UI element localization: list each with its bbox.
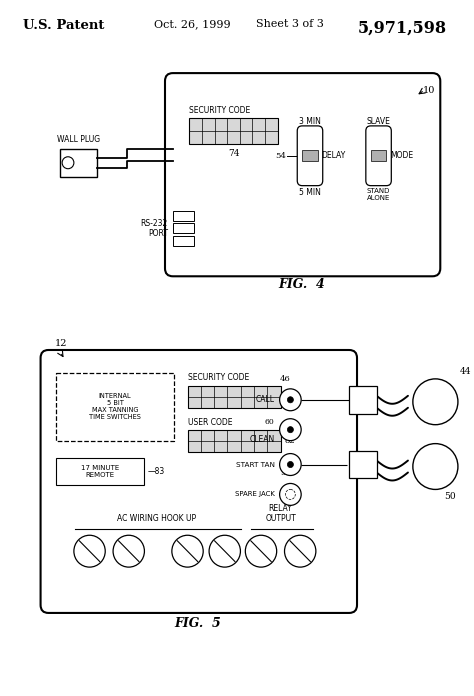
Circle shape (413, 443, 458, 489)
FancyBboxPatch shape (41, 350, 357, 613)
Bar (56, 373, 174, 441)
Bar (371, 150, 386, 161)
Text: USER CODE: USER CODE (188, 418, 232, 427)
Circle shape (280, 484, 301, 505)
Circle shape (287, 461, 293, 468)
Text: 5 MIN: 5 MIN (299, 188, 321, 197)
Text: RS-232
PORT: RS-232 PORT (141, 219, 168, 238)
Bar (188, 386, 281, 408)
Text: MODE: MODE (390, 151, 413, 160)
Text: SECURITY CODE: SECURITY CODE (190, 106, 251, 115)
Circle shape (62, 157, 74, 168)
Bar (349, 450, 377, 478)
Text: 17 MINUTE
REMOTE: 17 MINUTE REMOTE (81, 465, 119, 478)
Text: CALL: CALL (255, 395, 275, 404)
FancyBboxPatch shape (165, 73, 440, 276)
Text: SPARE JACK: SPARE JACK (235, 491, 275, 498)
Bar (302, 150, 318, 161)
Circle shape (280, 419, 301, 441)
Bar (173, 211, 194, 221)
Text: 54: 54 (275, 152, 286, 160)
Circle shape (172, 535, 203, 567)
Circle shape (280, 389, 301, 411)
Text: 60: 60 (265, 418, 275, 426)
Circle shape (284, 535, 316, 567)
Text: START
TAN: START TAN (423, 460, 448, 473)
Text: 12: 12 (55, 339, 68, 348)
Circle shape (74, 535, 105, 567)
Text: Sheet 3 of 3: Sheet 3 of 3 (256, 19, 324, 29)
Text: SECURITY CODE: SECURITY CODE (188, 373, 249, 382)
Text: 44: 44 (460, 367, 471, 376)
Text: AC WIRING HOOK UP: AC WIRING HOOK UP (117, 514, 196, 523)
Text: 46: 46 (280, 375, 291, 383)
Bar (190, 118, 278, 144)
FancyBboxPatch shape (297, 126, 323, 186)
Bar (56, 457, 145, 485)
Circle shape (287, 427, 293, 433)
FancyBboxPatch shape (366, 126, 392, 186)
Text: 51: 51 (280, 470, 291, 477)
Text: 50: 50 (444, 493, 456, 501)
Bar (173, 237, 194, 246)
Bar (349, 386, 377, 413)
Text: CLEAN: CLEAN (249, 435, 275, 443)
Bar (188, 429, 281, 452)
Text: 5,971,598: 5,971,598 (358, 19, 447, 36)
Text: —83: —83 (147, 467, 164, 476)
Circle shape (285, 489, 295, 500)
Bar (60, 149, 97, 177)
Text: FIG.  5: FIG. 5 (174, 617, 221, 630)
Circle shape (287, 397, 293, 403)
Circle shape (280, 454, 301, 475)
Text: DELAY: DELAY (321, 151, 345, 160)
Text: CALL: CALL (425, 397, 446, 406)
Text: STAND
ALONE: STAND ALONE (367, 188, 390, 200)
Text: WALL PLUG: WALL PLUG (57, 135, 100, 144)
Bar (173, 223, 194, 233)
Text: 10: 10 (423, 86, 435, 95)
Text: 74: 74 (228, 149, 239, 158)
Circle shape (413, 379, 458, 425)
Text: SLAVE: SLAVE (366, 117, 391, 126)
Text: RELAY
OUTPUT: RELAY OUTPUT (265, 504, 296, 523)
Text: Oct. 26, 1999: Oct. 26, 1999 (154, 19, 231, 29)
Text: FIG.  4: FIG. 4 (279, 278, 326, 292)
Text: 76: 76 (284, 393, 295, 401)
Circle shape (209, 535, 240, 567)
Text: U.S. Patent: U.S. Patent (23, 19, 104, 32)
Circle shape (246, 535, 277, 567)
Text: INTERNAL
5 BIT
MAX TANNING
TIME SWITCHES: INTERNAL 5 BIT MAX TANNING TIME SWITCHES (89, 393, 141, 420)
Text: 3 MIN: 3 MIN (299, 117, 321, 126)
Text: START TAN: START TAN (236, 461, 275, 468)
Circle shape (113, 535, 145, 567)
Text: 82: 82 (284, 436, 295, 445)
